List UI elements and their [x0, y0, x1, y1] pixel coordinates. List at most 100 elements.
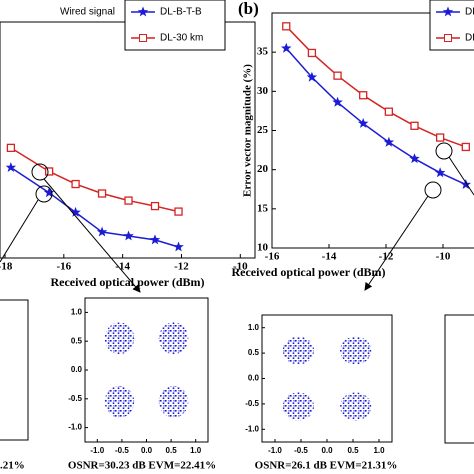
- point: [44, 167, 54, 176]
- x-tick-label: 0.5: [347, 446, 359, 455]
- inset-frame: [84, 297, 209, 443]
- x-tick-label: -1.0: [268, 446, 282, 455]
- y-tick-label: -0.5: [245, 399, 259, 408]
- legend-marker: [442, 6, 454, 17]
- point: [282, 22, 291, 31]
- series-line: [285, 25, 467, 148]
- point: [434, 167, 446, 178]
- x-tick-label: 1.0: [373, 446, 385, 455]
- point: [383, 136, 395, 147]
- point: [150, 201, 160, 211]
- y-tick-label: 15: [257, 202, 269, 214]
- point: [306, 71, 318, 82]
- x-tick-label: 0.5: [166, 446, 178, 455]
- point: [5, 162, 17, 172]
- circle-marker: [424, 181, 442, 199]
- x-tick-label: -10: [233, 261, 248, 273]
- point: [96, 226, 108, 237]
- inset-frame: [0, 299, 29, 441]
- point: [43, 187, 55, 198]
- constellation-cluster: [282, 392, 314, 421]
- inset-caption: OSNR=26.1 dB EVM=21.31%: [255, 460, 398, 472]
- point: [174, 207, 183, 216]
- panel-label: (b): [238, 0, 259, 18]
- point: [123, 230, 134, 241]
- inset-caption: .21%: [0, 460, 25, 472]
- y-axis-label: Error vector magnitude (%): [242, 64, 254, 197]
- y-tick-label: 10: [257, 242, 269, 254]
- point: [332, 96, 343, 107]
- y-tick-label: 20: [257, 163, 269, 175]
- x-tick-label: -1.0: [90, 446, 104, 455]
- x-tick-label: -0.5: [115, 446, 129, 455]
- annotations: [0, 142, 474, 444]
- y-tick-label: -1.0: [245, 424, 259, 433]
- x-axis-label: Received optical power (dBm): [50, 275, 204, 289]
- arrow: [448, 156, 474, 196]
- point: [461, 142, 470, 152]
- point: [359, 91, 368, 100]
- point: [173, 241, 184, 252]
- y-tick-label: 30: [257, 85, 269, 97]
- y-tick-label: 0.5: [248, 348, 260, 357]
- x-tick-label: -12: [174, 261, 189, 273]
- point: [281, 42, 292, 53]
- legend-marker: [139, 34, 147, 42]
- circle-marker: [31, 163, 49, 181]
- y-tick-label: 35: [257, 46, 269, 58]
- y-tick-label: 0.5: [71, 336, 83, 345]
- point: [97, 189, 107, 198]
- y-tick-label: 1.0: [248, 323, 260, 332]
- y-tick-label: 1.0: [71, 308, 83, 317]
- y-tick-label: 0.0: [248, 374, 260, 383]
- constellation-cluster: [104, 322, 135, 355]
- x-tick-label: -12: [379, 251, 394, 263]
- point: [149, 234, 161, 245]
- x-tick-label: -14: [115, 261, 130, 273]
- point: [71, 179, 80, 189]
- constellation-cluster: [158, 322, 189, 355]
- constellation-cluster: [282, 336, 314, 365]
- legend-label: DL-B-T-B: [160, 7, 202, 18]
- x-tick-label: 0.0: [321, 446, 333, 455]
- legend-label: DL-30 km: [465, 33, 474, 44]
- point: [384, 107, 394, 116]
- point: [409, 153, 420, 164]
- arrow: [364, 195, 429, 291]
- x-axis-label: Received optical power (dBm): [231, 265, 385, 279]
- y-tick-label: 0.0: [71, 365, 83, 374]
- circle-marker: [35, 185, 53, 203]
- arrow: [43, 178, 141, 293]
- x-tick-label: -16: [265, 251, 280, 263]
- point: [410, 121, 419, 130]
- point: [6, 143, 16, 153]
- constellation-cluster: [104, 385, 135, 418]
- plot-frame: [0, 21, 256, 259]
- series-line: [285, 47, 467, 186]
- inset-frame: [444, 314, 474, 444]
- x-tick-label: -14: [322, 251, 337, 263]
- y-tick-label: -0.5: [68, 394, 82, 403]
- x-tick-label: -18: [0, 261, 13, 273]
- x-tick-label: 1.0: [190, 446, 202, 455]
- legend-marker: [444, 34, 452, 42]
- constellation-cluster: [340, 392, 372, 421]
- x-tick-label: -16: [56, 261, 71, 273]
- x-tick-label: -0.5: [294, 446, 308, 455]
- y-tick-label: 25: [257, 124, 269, 136]
- x-tick-label: -10: [436, 251, 451, 263]
- legend-label: DL-30 km: [160, 33, 203, 44]
- legend-marker: [137, 6, 149, 17]
- legend-label: DL-B-T-B: [465, 7, 474, 18]
- point: [70, 206, 81, 217]
- point: [124, 196, 133, 205]
- legend-title: Wired signal: [60, 7, 115, 18]
- point: [358, 118, 369, 128]
- constellation-cluster: [158, 385, 189, 418]
- point: [307, 48, 317, 58]
- point: [435, 133, 445, 142]
- point: [460, 179, 471, 189]
- constellation-cluster: [340, 336, 372, 365]
- x-tick-label: 0.0: [141, 446, 153, 455]
